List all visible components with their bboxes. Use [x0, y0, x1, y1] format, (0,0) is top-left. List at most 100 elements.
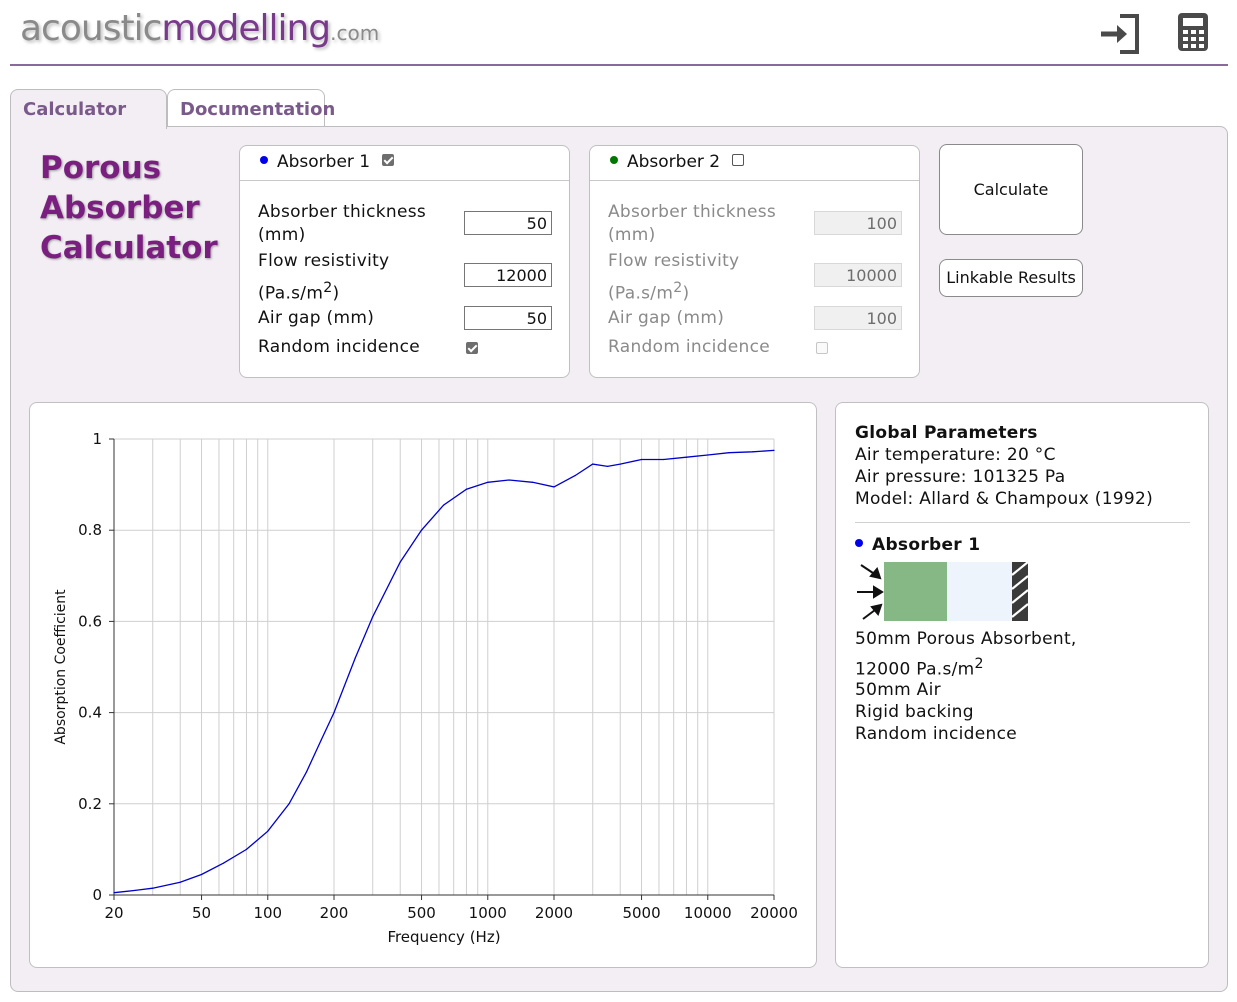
- x-tick-label: 2000: [535, 904, 573, 922]
- resistivity-label-text: Flow resistivity: [258, 251, 390, 271]
- random-incidence-checkbox[interactable]: [466, 339, 478, 358]
- air-layer: [947, 562, 1012, 621]
- data-point: [333, 712, 335, 714]
- resistivity-input[interactable]: 12000: [464, 263, 552, 287]
- data-point: [372, 616, 374, 618]
- summary-heading: Absorber 1: [855, 534, 980, 556]
- data-point: [443, 504, 445, 506]
- thickness-input-2[interactable]: 100: [814, 211, 902, 235]
- chart-container: 0 0.2 0.4 0.6 0.8 1 20 50 100 200 500 1000 2000 5000 1…: [29, 402, 817, 968]
- data-point: [245, 848, 248, 850]
- tab-calculator[interactable]: Calculator: [10, 89, 167, 129]
- sign-in-icon[interactable]: [1098, 12, 1142, 56]
- x-axis-label: Frequency (Hz): [387, 928, 500, 946]
- app-header: acousticmodelling.com: [0, 0, 1237, 66]
- data-point: [179, 881, 181, 883]
- linkable-results-button[interactable]: Linkable Results: [939, 259, 1083, 297]
- random-incidence-checkbox-2[interactable]: [816, 339, 828, 358]
- data-point: [152, 887, 154, 889]
- data-point: [640, 458, 643, 461]
- data-point: [752, 451, 754, 453]
- data-point: [223, 862, 225, 864]
- x-tick-label: 5000: [622, 904, 660, 922]
- absorber-layer-diagram: [857, 561, 1029, 621]
- air-pressure-text: Air pressure: 101325 Pa: [855, 467, 1066, 487]
- thickness-label-text: Absorber thickness: [258, 202, 427, 222]
- calculator-icon[interactable]: [1176, 12, 1220, 56]
- data-point: [267, 830, 269, 832]
- summary-line-2: 12000 Pa.s/m2: [855, 656, 984, 680]
- data-point: [619, 463, 621, 465]
- data-point: [707, 454, 709, 456]
- absorber-2-enable-checkbox[interactable]: [732, 154, 745, 166]
- x-tick-label: 20: [104, 904, 123, 922]
- backing-hatch: [1011, 561, 1029, 618]
- x-tick-label: 100: [253, 904, 282, 922]
- data-point: [320, 739, 322, 741]
- absorber-1-enable-checkbox[interactable]: [382, 154, 395, 166]
- data-point: [663, 458, 665, 461]
- resistivity-unit-2: (Pa.s/m2): [608, 280, 690, 304]
- y-tick-label: 0.2: [78, 795, 102, 813]
- summary-line-3: 50mm Air: [855, 680, 941, 700]
- data-point: [134, 889, 136, 892]
- resistivity-input-2[interactable]: 10000: [814, 263, 902, 287]
- x-tick-label: 20000: [750, 904, 798, 922]
- model-text: Model: Allard & Champoux (1992): [855, 489, 1154, 509]
- data-point: [200, 873, 203, 876]
- y-tick-label: 0.6: [78, 612, 102, 630]
- absorber-2-title: Absorber 2: [627, 152, 721, 172]
- absorber-2-header: Absorber 2: [590, 146, 919, 181]
- summary-line-4: Rigid backing: [855, 702, 974, 722]
- x-tick-label: 500: [407, 904, 436, 922]
- summary-line-5: Random incidence: [855, 724, 1017, 744]
- logo-text-accent: modelling: [161, 8, 331, 49]
- airgap-label-2: Air gap (mm): [608, 308, 725, 328]
- data-point: [487, 481, 489, 483]
- data-point: [305, 771, 308, 773]
- tab-documentation[interactable]: Documentation: [167, 89, 335, 127]
- airgap-input[interactable]: 50: [464, 306, 552, 330]
- air-temperature-text: Air temperature: 20 °C: [855, 445, 1056, 465]
- data-point: [592, 463, 594, 465]
- absorber-1-box: Absorber 1 Absorber thickness (mm) 50 Fl…: [239, 145, 570, 378]
- data-point: [465, 488, 468, 490]
- thickness-label-2: Absorber thickness (mm): [608, 201, 776, 247]
- title-line-2: Absorber: [40, 190, 200, 226]
- info-divider: [855, 522, 1190, 523]
- logo-text-suffix: .com: [330, 21, 380, 45]
- logo-text-main: acoustic: [20, 8, 162, 49]
- calculate-button[interactable]: Calculate: [939, 144, 1083, 235]
- airgap-label: Air gap (mm): [258, 308, 375, 328]
- thickness-label-text-2: Absorber thickness: [608, 202, 777, 222]
- data-point: [508, 479, 510, 481]
- data-point: [420, 529, 423, 531]
- title-line-3: Calculator: [40, 230, 218, 266]
- absorber-1-title: Absorber 1: [277, 152, 371, 172]
- data-point: [288, 803, 290, 805]
- results-info-panel: Global Parameters Air temperature: 20 °C…: [835, 402, 1209, 968]
- resistivity-unit: (Pa.s/m2): [258, 280, 340, 304]
- y-tick-label: 0.4: [78, 704, 102, 722]
- airgap-input-2[interactable]: 100: [814, 306, 902, 330]
- y-axis-label: Absorption Coefficient: [53, 589, 69, 745]
- absorber-1-header: Absorber 1: [240, 146, 569, 181]
- site-logo[interactable]: acousticmodelling.com: [20, 8, 379, 49]
- data-point: [113, 892, 115, 894]
- thickness-label: Absorber thickness (mm): [258, 201, 426, 247]
- thickness-input[interactable]: 50: [464, 211, 552, 235]
- y-tick-label: 1: [92, 430, 102, 448]
- header-divider: [10, 64, 1228, 66]
- random-incidence-label: Random incidence: [258, 337, 420, 357]
- random-incidence-label-2: Random incidence: [608, 337, 770, 357]
- series-line-absorber-1: [113, 449, 775, 894]
- x-tick-label: 1000: [469, 904, 507, 922]
- porous-layer: [884, 562, 947, 621]
- global-parameters-heading: Global Parameters: [855, 423, 1038, 443]
- thickness-unit: (mm): [258, 225, 306, 245]
- data-point: [354, 657, 356, 659]
- x-tick-label: 200: [320, 904, 349, 922]
- summary-line-1: 50mm Porous Absorbent,: [855, 629, 1077, 649]
- absorption-chart: 0 0.2 0.4 0.6 0.8 1 20 50 100 200 500 1000 2000 5000 1…: [53, 430, 798, 946]
- data-point: [685, 456, 688, 458]
